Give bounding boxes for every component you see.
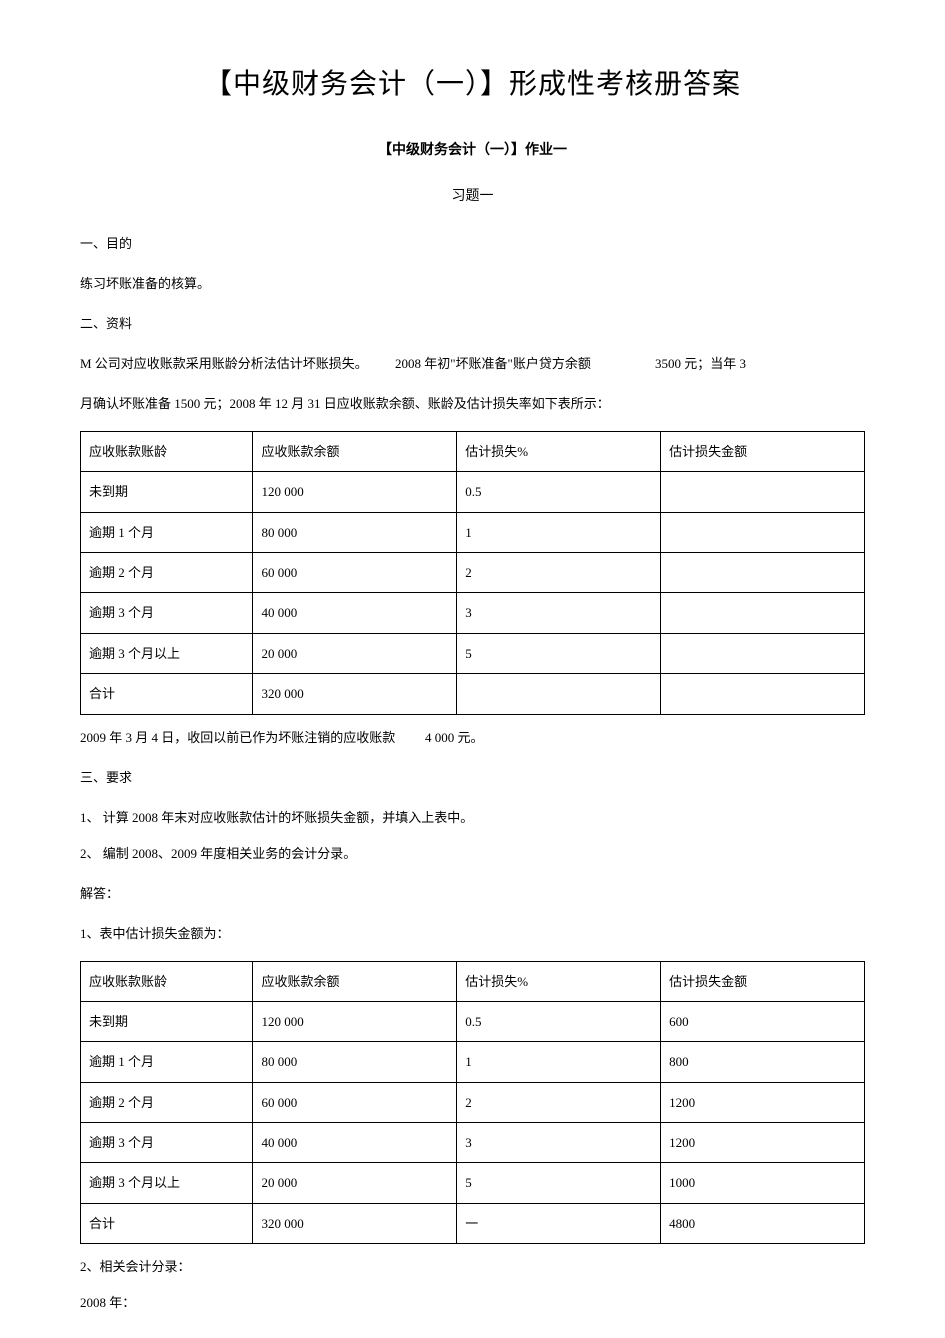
cell: 未到期 xyxy=(81,472,253,512)
cell: 60 000 xyxy=(253,1082,457,1122)
cell: 2 xyxy=(457,552,661,592)
recovery-seg-2: 4 000 元。 xyxy=(425,725,484,751)
cell xyxy=(457,674,661,714)
table-row: 逾期 1 个月 80 000 1 xyxy=(81,512,865,552)
cell: 320 000 xyxy=(253,674,457,714)
requirement-2: 2、 编制 2008、2009 年度相关业务的会计分录。 xyxy=(80,841,865,867)
cell: 60 000 xyxy=(253,552,457,592)
col-header-balance: 应收账款余额 xyxy=(253,961,457,1001)
col-header-loss-amt: 估计损失金额 xyxy=(661,961,865,1001)
cell: 1200 xyxy=(661,1082,865,1122)
cell xyxy=(661,552,865,592)
table-row: 合计 320 000 一 4800 xyxy=(81,1203,865,1243)
material-line-2: 月确认坏账准备 1500 元；2008 年 12 月 31 日应收账款余额、账龄… xyxy=(80,391,865,417)
table-row: 逾期 3 个月 40 000 3 xyxy=(81,593,865,633)
col-header-loss-pct: 估计损失% xyxy=(457,431,661,471)
material-seg-3: 3500 元；当年 3 xyxy=(655,351,775,377)
cell xyxy=(661,674,865,714)
year-2008-label: 2008 年： xyxy=(80,1290,865,1316)
cell: 3 xyxy=(457,593,661,633)
cell: 逾期 1 个月 xyxy=(81,1042,253,1082)
cell: 120 000 xyxy=(253,1001,457,1041)
section-2-heading: 二、资料 xyxy=(80,311,865,337)
cell: 20 000 xyxy=(253,1163,457,1203)
cell xyxy=(661,512,865,552)
cell: 逾期 2 个月 xyxy=(81,552,253,592)
cell: 合计 xyxy=(81,674,253,714)
material-seg-2: 2008 年初"坏账准备"账户贷方余额 xyxy=(395,351,655,377)
col-header-loss-amt: 估计损失金额 xyxy=(661,431,865,471)
cell: 0.5 xyxy=(457,472,661,512)
cell: 逾期 3 个月以上 xyxy=(81,1163,253,1203)
cell: 逾期 2 个月 xyxy=(81,1082,253,1122)
cell: 合计 xyxy=(81,1203,253,1243)
table-row: 未到期 120 000 0.5 600 xyxy=(81,1001,865,1041)
cell: 逾期 1 个月 xyxy=(81,512,253,552)
table-row: 逾期 3 个月 40 000 3 1200 xyxy=(81,1123,865,1163)
cell: 一 xyxy=(457,1203,661,1243)
col-header-age: 应收账款账龄 xyxy=(81,431,253,471)
requirement-1: 1、 计算 2008 年末对应收账款估计的坏账损失金额，并填入上表中。 xyxy=(80,805,865,831)
cell: 1200 xyxy=(661,1123,865,1163)
recovery-line: 2009 年 3 月 4 日，收回以前已作为坏账注销的应收账款 4 000 元。 xyxy=(80,725,865,751)
recovery-seg-1: 2009 年 3 月 4 日，收回以前已作为坏账注销的应收账款 xyxy=(80,725,425,751)
cell xyxy=(661,593,865,633)
cell xyxy=(661,633,865,673)
col-header-loss-pct: 估计损失% xyxy=(457,961,661,1001)
cell: 4800 xyxy=(661,1203,865,1243)
exercise-label: 习题一 xyxy=(80,184,865,209)
cell: 逾期 3 个月以上 xyxy=(81,633,253,673)
col-header-balance: 应收账款余额 xyxy=(253,431,457,471)
cell: 80 000 xyxy=(253,512,457,552)
table-row: 合计 320 000 xyxy=(81,674,865,714)
cell: 1000 xyxy=(661,1163,865,1203)
cell: 320 000 xyxy=(253,1203,457,1243)
aging-table-blank: 应收账款账龄 应收账款余额 估计损失% 估计损失金额 未到期 120 000 0… xyxy=(80,431,865,715)
cell: 5 xyxy=(457,1163,661,1203)
material-line-1: M 公司对应收账款采用账龄分析法估计坏账损失。 2008 年初"坏账准备"账户贷… xyxy=(80,351,865,377)
cell: 600 xyxy=(661,1001,865,1041)
cell: 800 xyxy=(661,1042,865,1082)
cell: 1 xyxy=(457,512,661,552)
table-row: 应收账款账龄 应收账款余额 估计损失% 估计损失金额 xyxy=(81,961,865,1001)
cell: 5 xyxy=(457,633,661,673)
table-row: 逾期 3 个月以上 20 000 5 xyxy=(81,633,865,673)
assignment-title: 【中级财务会计（一）】作业一 xyxy=(80,138,865,163)
section-1-body: 练习坏账准备的核算。 xyxy=(80,271,865,297)
cell: 1 xyxy=(457,1042,661,1082)
cell: 逾期 3 个月 xyxy=(81,1123,253,1163)
answer-2-title: 2、相关会计分录： xyxy=(80,1254,865,1280)
table-row: 逾期 2 个月 60 000 2 1200 xyxy=(81,1082,865,1122)
table-row: 未到期 120 000 0.5 xyxy=(81,472,865,512)
answer-label: 解答： xyxy=(80,881,865,907)
section-3-heading: 三、要求 xyxy=(80,765,865,791)
section-1-heading: 一、目的 xyxy=(80,231,865,257)
cell: 120 000 xyxy=(253,472,457,512)
cell: 40 000 xyxy=(253,593,457,633)
table-row: 逾期 2 个月 60 000 2 xyxy=(81,552,865,592)
cell: 80 000 xyxy=(253,1042,457,1082)
table-row: 逾期 1 个月 80 000 1 800 xyxy=(81,1042,865,1082)
cell xyxy=(661,472,865,512)
cell: 40 000 xyxy=(253,1123,457,1163)
aging-table-filled: 应收账款账龄 应收账款余额 估计损失% 估计损失金额 未到期 120 000 0… xyxy=(80,961,865,1245)
cell: 3 xyxy=(457,1123,661,1163)
cell: 逾期 3 个月 xyxy=(81,593,253,633)
doc-title: 【中级财务会计（一）】形成性考核册答案 xyxy=(80,60,865,110)
cell: 2 xyxy=(457,1082,661,1122)
material-seg-1: M 公司对应收账款采用账龄分析法估计坏账损失。 xyxy=(80,351,395,377)
cell: 未到期 xyxy=(81,1001,253,1041)
col-header-age: 应收账款账龄 xyxy=(81,961,253,1001)
cell: 20 000 xyxy=(253,633,457,673)
cell: 0.5 xyxy=(457,1001,661,1041)
answer-1-title: 1、表中估计损失金额为： xyxy=(80,921,865,947)
table-row: 逾期 3 个月以上 20 000 5 1000 xyxy=(81,1163,865,1203)
table-row: 应收账款账龄 应收账款余额 估计损失% 估计损失金额 xyxy=(81,431,865,471)
